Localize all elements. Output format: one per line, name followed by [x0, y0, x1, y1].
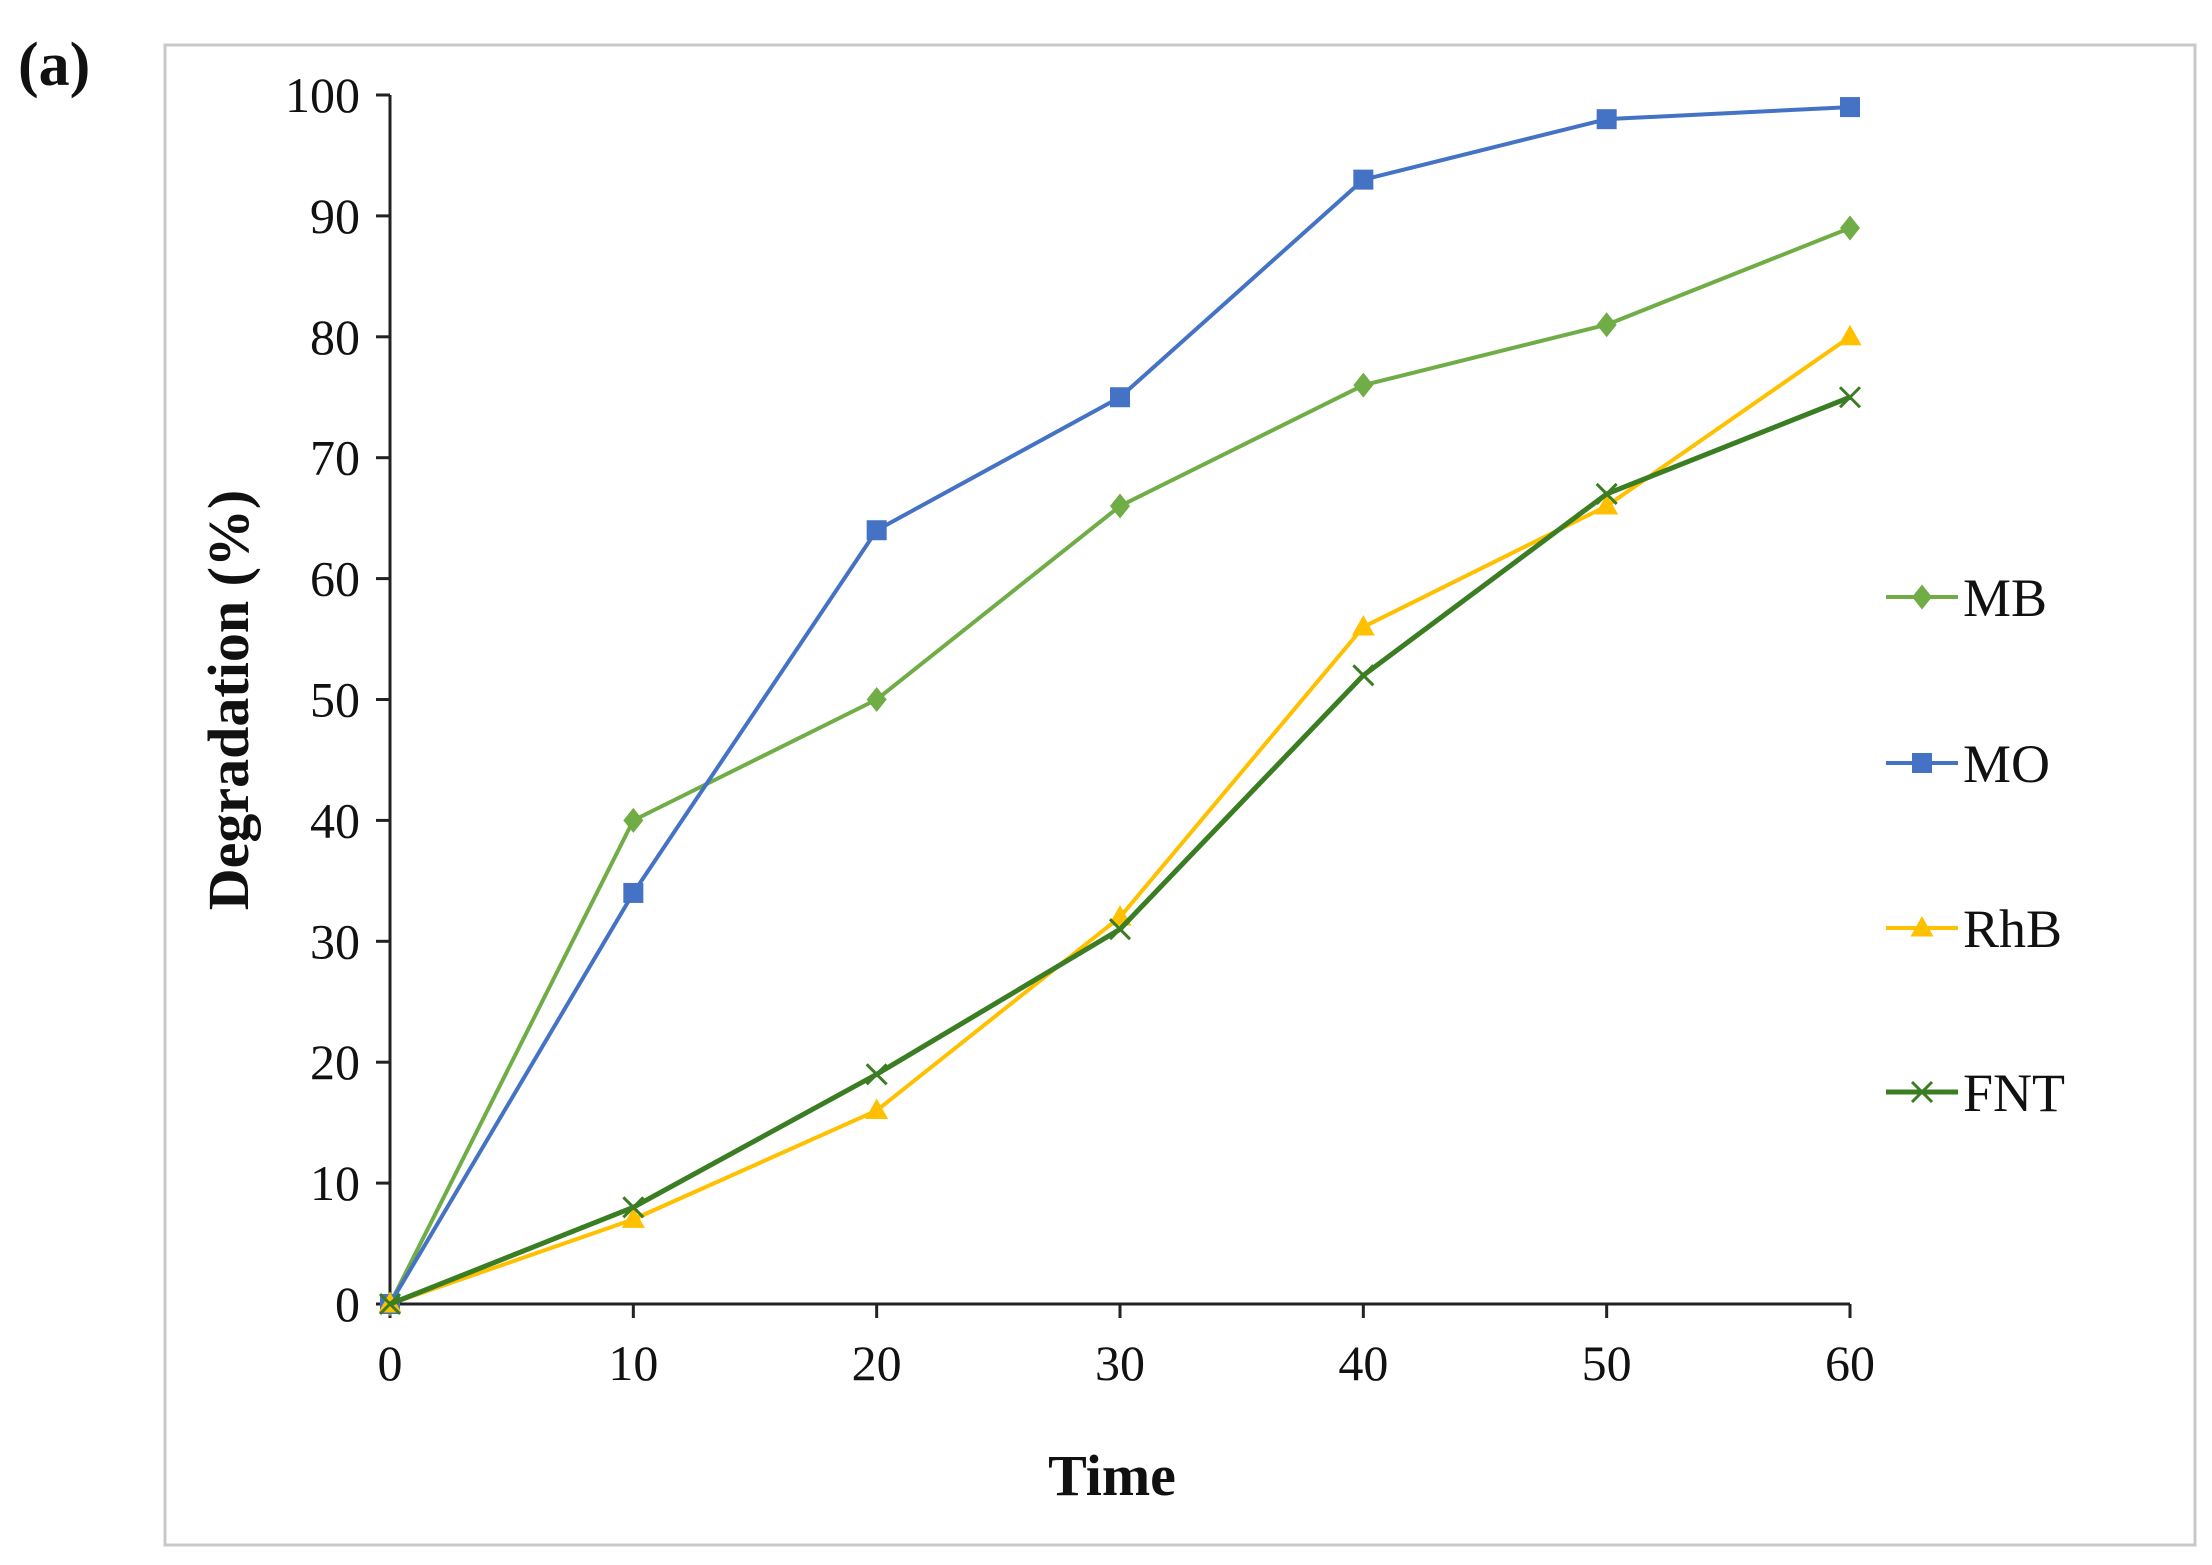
data-point-fnt — [1352, 664, 1375, 687]
y-tick-label: 40 — [310, 792, 360, 848]
x-tick-label: 60 — [1825, 1335, 1875, 1391]
series-layer — [378, 97, 1862, 1317]
x-axis-title: Time — [1048, 1443, 1176, 1508]
y-tick-label: 60 — [310, 551, 360, 607]
legend-marker-mb — [1912, 584, 1932, 610]
data-point-mo — [623, 882, 644, 903]
series-rhb — [378, 324, 1862, 1313]
legend-label: RhB — [1963, 899, 2062, 959]
data-point-mb — [1596, 312, 1617, 338]
x-tick-label: 40 — [1338, 1335, 1388, 1391]
series-line-fnt — [389, 394, 1851, 1307]
legend-label: MO — [1963, 734, 2050, 794]
y-tick-label: 100 — [285, 67, 360, 123]
legend-label: MB — [1963, 568, 2047, 628]
legend: MB MO RhB FNT — [1886, 568, 2065, 1123]
legend-item-mo: MO — [1886, 734, 2050, 794]
series-mo — [380, 97, 1860, 1314]
legend-item-fnt: FNT — [1886, 1063, 2065, 1123]
y-axis-ticks: 0 10 20 30 40 50 60 70 80 90 100 — [285, 67, 390, 1332]
y-tick-label: 70 — [310, 430, 360, 486]
data-point-rhb — [1351, 614, 1375, 636]
x-tick-label: 20 — [852, 1335, 902, 1391]
legend-marker-fnt — [1910, 1080, 1934, 1104]
data-point-mb — [866, 687, 887, 712]
legend-label: FNT — [1963, 1063, 2065, 1123]
data-point-mo — [1353, 169, 1374, 190]
data-point-rhb — [1838, 324, 1862, 346]
data-point-mb — [623, 807, 644, 833]
y-tick-label: 0 — [335, 1276, 360, 1332]
legend-item-rhb: RhB — [1886, 899, 2062, 959]
data-point-mo — [1596, 109, 1617, 130]
y-tick-label: 80 — [310, 309, 360, 365]
y-axis-title: Degradation (%) — [196, 490, 261, 910]
data-point-fnt — [1838, 386, 1862, 409]
y-tick-label: 10 — [310, 1155, 360, 1211]
data-point-mb — [1110, 493, 1130, 519]
chart-border — [163, 43, 2197, 1547]
data-point-fnt — [1595, 482, 1618, 506]
x-tick-label: 50 — [1582, 1335, 1632, 1391]
x-tick-label: 0 — [378, 1335, 403, 1391]
data-point-fnt — [865, 1063, 888, 1086]
data-point-fnt — [1108, 918, 1132, 941]
data-point-mo — [866, 520, 887, 541]
data-point-mo — [1110, 387, 1130, 408]
y-tick-label: 90 — [310, 188, 360, 244]
data-point-fnt — [622, 1196, 645, 1219]
x-tick-label: 10 — [608, 1335, 658, 1391]
legend-item-mb: MB — [1886, 568, 2047, 628]
data-point-rhb — [621, 1207, 645, 1228]
series-line-mo — [388, 105, 1851, 1306]
legend-marker-rhb — [1910, 916, 1934, 937]
y-tick-label: 20 — [310, 1034, 360, 1090]
panel-label: (a) — [18, 31, 90, 99]
data-point-mo — [1840, 97, 1860, 118]
data-point-fnt — [378, 1292, 402, 1316]
series-mb — [380, 215, 1860, 1317]
x-axis-ticks: 0 10 20 30 40 50 60 — [378, 1304, 1875, 1391]
data-point-mb — [1840, 215, 1860, 241]
data-point-rhb — [1595, 494, 1619, 515]
data-point-rhb — [865, 1098, 889, 1120]
x-tick-label: 30 — [1095, 1335, 1145, 1391]
data-point-mb — [1353, 372, 1374, 398]
y-tick-label: 30 — [310, 913, 360, 969]
y-tick-label: 50 — [310, 672, 360, 728]
legend-marker-mo — [1912, 753, 1932, 773]
series-fnt — [378, 386, 1862, 1316]
